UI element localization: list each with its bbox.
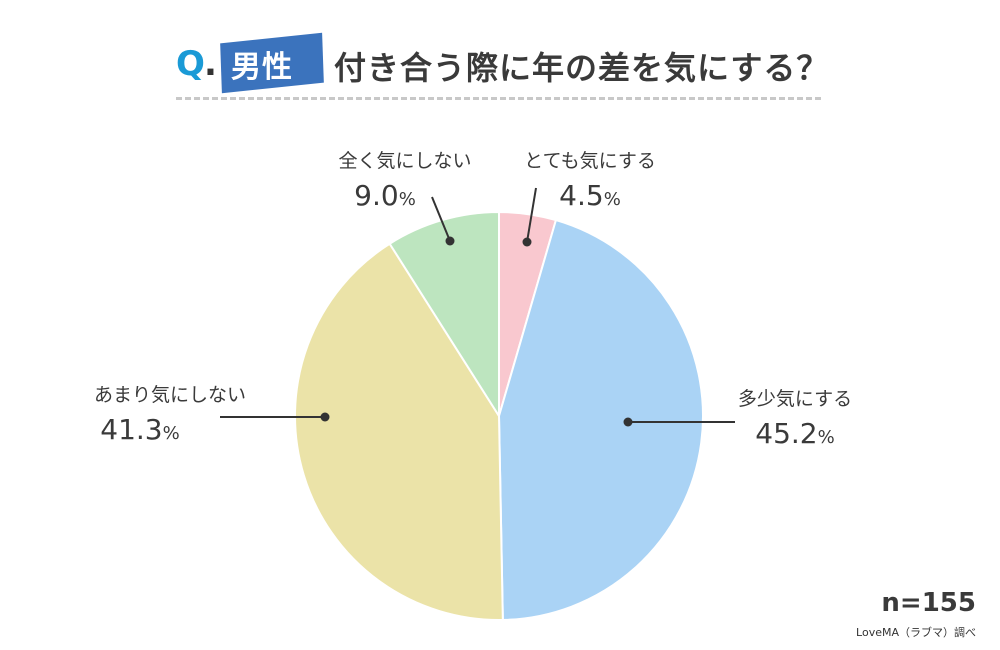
- label-name: あまり気にしない: [93, 384, 246, 406]
- label-not-much: あまり気にしない 41.3%: [60, 380, 280, 446]
- title-row: Q . 男性 付き合う際に年の差を気にする？: [0, 30, 1000, 100]
- label-value: 4.5%: [559, 179, 621, 212]
- leader-line: [526, 187, 537, 243]
- label-value: 45.2%: [755, 417, 835, 450]
- leader-dot: [445, 236, 455, 246]
- leader-lines: [220, 187, 735, 427]
- leader-line: [431, 196, 451, 242]
- title-divider: [176, 97, 821, 100]
- label-name: とても気にする: [524, 150, 656, 172]
- label-very-much: とても気にする 4.5%: [500, 146, 680, 212]
- pie-slices: [294, 210, 704, 621]
- sample-size: n=155: [881, 588, 976, 618]
- label-value: 41.3%: [100, 413, 180, 446]
- pie-slice: [497, 218, 704, 621]
- leader-dot: [320, 412, 330, 422]
- label-not-at-all: 全く気にしない 9.0%: [315, 146, 495, 212]
- leader-dot: [623, 417, 633, 427]
- pie-slice: [294, 242, 504, 621]
- label-name: 多少気にする: [737, 388, 853, 410]
- label-somewhat: 多少気にする 45.2%: [715, 384, 875, 450]
- source-credit: LoveMA（ラブマ）調べ: [856, 626, 976, 639]
- q-mark: Q: [176, 44, 205, 84]
- leader-dot: [522, 237, 532, 247]
- gender-label: 男性: [231, 50, 293, 85]
- question-title: 付き合う際に年の差を気にする？: [334, 49, 830, 87]
- label-value: 9.0%: [354, 179, 416, 212]
- q-dot: .: [204, 44, 217, 84]
- label-name: 全く気にしない: [338, 150, 472, 172]
